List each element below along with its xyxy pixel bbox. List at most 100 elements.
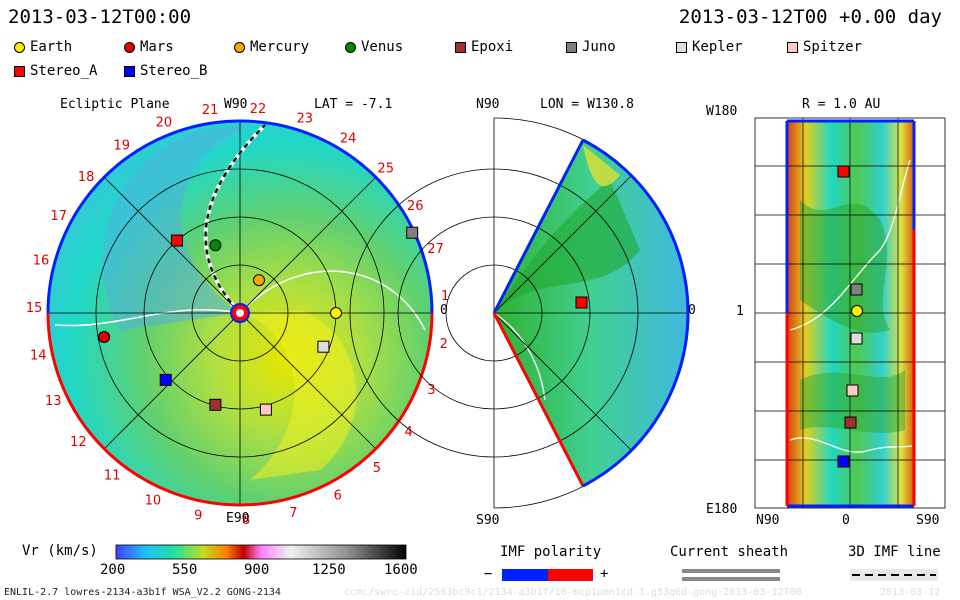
legend-item-venus: Venus: [345, 39, 403, 55]
spitzer-marker-icon: [787, 41, 798, 53]
imf-minus-label: −: [484, 566, 493, 582]
mer-outer-edge: [582, 138, 690, 488]
radial-title: R = 1.0 AU: [802, 97, 881, 112]
legend-label: Stereo_B: [140, 63, 208, 79]
legend-item-stereo-b: Stereo_B: [124, 63, 207, 79]
rad-juno-marker: [850, 283, 863, 296]
radial-x-right: S90: [916, 513, 940, 528]
polarity-arc-negative: [46, 119, 434, 314]
legend-label: Mars: [140, 39, 174, 55]
ecliptic-tick-25: 25: [377, 161, 394, 176]
elapsed-label: 2013-03-12T00 +0.00 day: [678, 6, 942, 28]
ecliptic-tick-1: 1: [441, 289, 449, 304]
ecliptic-tick-12: 12: [70, 435, 87, 450]
rad-spitzer-marker: [846, 384, 859, 397]
ecliptic-mercury-marker: [253, 274, 265, 287]
ecliptic-juno-marker: [406, 226, 419, 239]
ecliptic-stereo-a-marker: [171, 234, 183, 247]
mer-axis-d1: [493, 174, 633, 314]
legend-item-kepler: Kepler: [676, 39, 743, 55]
rad-green-region-2: [800, 370, 905, 433]
mer-edge-bottom: [492, 312, 585, 487]
legend-item-earth: Earth: [14, 39, 72, 55]
radial-top-label: W180: [706, 104, 738, 119]
ecliptic-kepler-marker: [317, 340, 330, 353]
fast-wind-region: [102, 125, 251, 330]
imf-line: [203, 123, 267, 315]
colorbar-tick-200: 200: [100, 562, 126, 578]
ecliptic-tick-23: 23: [297, 112, 314, 127]
rad-stereo-a-marker: [837, 165, 850, 178]
legend-label: Epoxi: [471, 39, 514, 55]
model-info: ENLIL-2.7 lowres-2134-a3b1f WSA_V2.2 GON…: [4, 587, 281, 598]
ecliptic-tick-22: 22: [250, 102, 267, 117]
ecliptic-spitzer-marker: [259, 403, 272, 416]
colorbar-tick-900: 900: [244, 562, 270, 578]
ecliptic-lat-label: LAT = -7.1: [314, 97, 393, 112]
meridional-bottom-label: S90: [476, 513, 500, 528]
ecliptic-tick-8: 8: [242, 513, 250, 528]
legend-item-mars: Mars: [124, 39, 174, 55]
rad-kepler-marker: [850, 332, 863, 345]
meridional-top-label: N90: [476, 97, 500, 112]
meridional-zero-label: 0: [688, 303, 696, 318]
colorbar: [115, 544, 407, 560]
venus-marker-icon: [345, 41, 356, 53]
mer-green-region: [494, 180, 640, 313]
colorbar-tick-1600: 1600: [384, 562, 418, 578]
colorbar-gradient: [115, 544, 407, 560]
juno-marker-icon: [566, 41, 577, 53]
imf-plus-label: +: [600, 566, 609, 582]
ecliptic-earth-marker: [330, 307, 342, 319]
mercury-marker-icon: [234, 41, 245, 53]
radial-bottom-label: E180: [706, 502, 738, 517]
body-markers: [98, 226, 419, 416]
ecliptic-bottom-label: E90: [226, 511, 250, 526]
legend-item-mercury: Mercury: [234, 39, 309, 55]
legend-item-stereo-a: Stereo_A: [14, 63, 97, 79]
current-sheath-2: [54, 309, 241, 327]
mars-marker-icon: [124, 41, 135, 53]
imf-negative-bar: [502, 569, 548, 581]
colorbar-title: Vr (km/s): [22, 543, 98, 559]
ecliptic-tick-3: 3: [427, 383, 435, 398]
ecliptic-tick-18: 18: [78, 170, 95, 185]
run-path: ccmc/swrc-cid/2563bc9c1/2134-a3b1f/16-mc…: [344, 587, 802, 598]
imf-3d-title: 3D IMF line: [848, 544, 941, 560]
radial-x-left: N90: [756, 513, 780, 528]
ecliptic-tick-19: 19: [114, 138, 131, 153]
ecliptic-tick-27: 27: [427, 242, 444, 257]
ecliptic-tick-5: 5: [373, 461, 381, 476]
ecliptic-tick-24: 24: [340, 132, 357, 147]
mer-edge-top: [492, 139, 585, 314]
kepler-marker-icon: [676, 41, 687, 53]
legend-label: Mercury: [250, 39, 310, 55]
ecliptic-venus-marker: [209, 239, 222, 252]
current-sheath-title: Current sheath: [670, 544, 789, 560]
ecliptic-panel: [46, 119, 434, 507]
rad-earth-marker: [851, 305, 863, 317]
legend-label: Juno: [582, 39, 616, 55]
current-sheath-1: [239, 270, 426, 331]
ecliptic-epoxi-marker: [209, 398, 222, 411]
ecliptic-top-label: W90: [224, 97, 248, 112]
rad-green-region: [800, 200, 890, 333]
imf-positive-bar: [548, 569, 593, 581]
mer-yellow-region: [583, 145, 620, 187]
colorbar-tick-550: 550: [172, 562, 198, 578]
meridional-lon-label: LON = W130.8: [540, 97, 634, 112]
meridional-panel: [349, 117, 690, 509]
ecliptic-tick-11: 11: [104, 469, 121, 484]
radial-x-mid: 0: [842, 513, 850, 528]
imf-line-dash: [204, 124, 266, 314]
ecliptic-tick-21: 21: [202, 103, 219, 118]
ecliptic-tick-9: 9: [194, 509, 202, 524]
rad-stereo-b-marker: [837, 455, 850, 468]
polarity-arc-positive: [46, 312, 434, 507]
ecliptic-tick-10: 10: [145, 494, 162, 509]
ecliptic-tick-4: 4: [405, 425, 413, 440]
ecliptic-mars-marker: [98, 331, 111, 343]
legend-label: Earth: [30, 39, 73, 55]
legend-item-spitzer: Spitzer: [787, 39, 862, 55]
legend-label: Stereo_A: [30, 63, 98, 79]
